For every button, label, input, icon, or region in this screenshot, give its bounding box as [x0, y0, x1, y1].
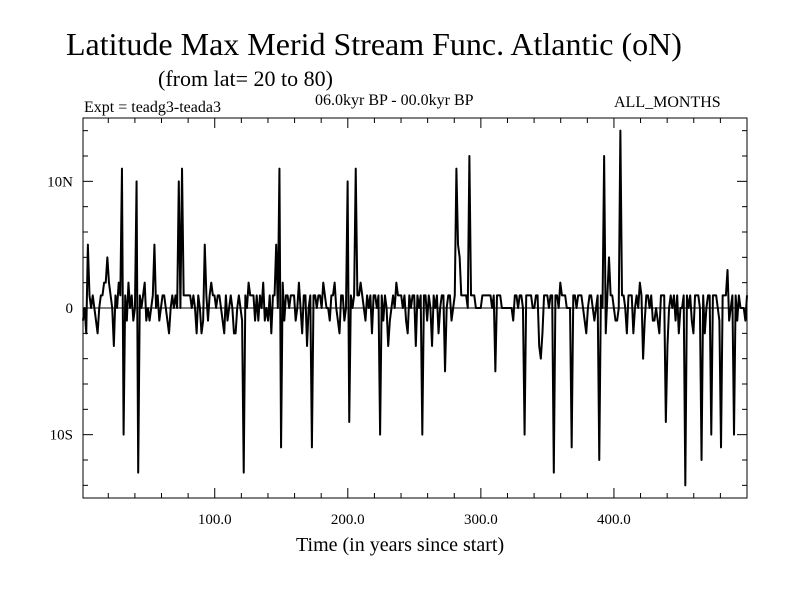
months-label: ALL_MONTHS: [614, 94, 721, 111]
y-tick-label: 0: [66, 301, 74, 317]
x-tick-label: 100.0: [198, 512, 232, 528]
y-tick-label: 10S: [50, 428, 73, 444]
series-line: [82, 129, 748, 487]
chart-subtitle: (from lat= 20 to 80): [158, 66, 333, 91]
y-tick-label: 10N: [47, 174, 73, 190]
period-label: 06.0kyr BP - 00.0kyr BP: [315, 92, 474, 109]
x-tick-label: 400.0: [597, 512, 631, 528]
experiment-label: Expt = teadg3-teada3: [84, 99, 221, 116]
tick-labels: 100.0 200.0 300.0 400.0 10N 0 10S: [47, 174, 631, 528]
x-tick-label: 200.0: [331, 512, 365, 528]
x-axis-label: Time (in years since start): [296, 534, 505, 556]
x-tick-label: 300.0: [464, 512, 498, 528]
chart-title: Latitude Max Merid Stream Func. Atlantic…: [66, 26, 682, 62]
